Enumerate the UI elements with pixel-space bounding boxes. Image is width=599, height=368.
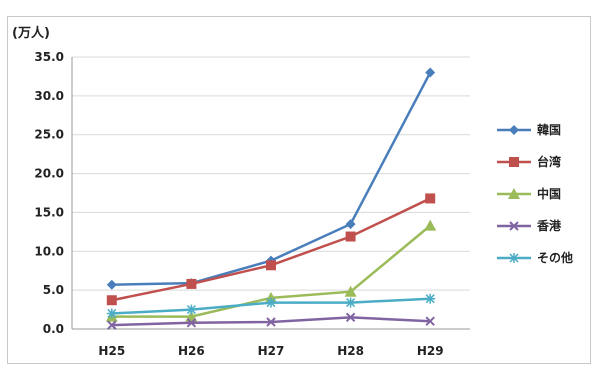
legend-label: その他 xyxy=(537,250,573,265)
grid-lines xyxy=(71,56,470,330)
series-台湾 xyxy=(106,193,436,306)
chart-border xyxy=(7,16,591,364)
legend-label: 中国 xyxy=(537,186,561,201)
data-point xyxy=(509,253,519,263)
data-point xyxy=(425,67,436,78)
data-point xyxy=(186,318,197,328)
data-point xyxy=(266,260,276,271)
y-tick-label: 30.0 xyxy=(34,89,64,103)
data-point xyxy=(509,125,519,135)
y-tick-label: 5.0 xyxy=(43,283,64,297)
data-point xyxy=(425,293,436,304)
x-tick-label: H25 xyxy=(98,344,125,358)
data-point xyxy=(266,317,276,327)
y-tick-label: 25.0 xyxy=(34,128,64,142)
y-tick-label: 35.0 xyxy=(34,50,64,64)
x-tick-label: H28 xyxy=(337,344,364,358)
legend-label: 台湾 xyxy=(537,154,561,169)
data-point xyxy=(266,297,276,308)
data-point xyxy=(345,231,356,242)
y-tick-label: 10.0 xyxy=(34,244,64,258)
y-tick-label: 20.0 xyxy=(34,167,64,181)
legend-item: 韓国 xyxy=(497,122,561,137)
data-point xyxy=(345,297,356,308)
series-group xyxy=(105,67,437,330)
series-香港 xyxy=(107,312,435,330)
legend-item: 台湾 xyxy=(497,154,561,169)
legend-item: 香港 xyxy=(497,218,562,233)
data-point xyxy=(424,219,437,231)
data-point xyxy=(425,316,435,326)
data-point xyxy=(509,221,519,231)
data-point xyxy=(106,295,117,306)
data-point xyxy=(106,279,117,290)
x-axis-ticks: H25 H26 H27 H28 H29 xyxy=(98,344,443,358)
legend-item: その他 xyxy=(497,250,573,265)
data-point xyxy=(509,157,519,167)
y-tick-label: 0.0 xyxy=(43,322,64,336)
y-unit-label: (万人) xyxy=(12,25,50,41)
y-tick-label: 15.0 xyxy=(34,205,64,219)
data-point xyxy=(345,312,356,323)
series-韓国 xyxy=(106,67,436,290)
x-tick-label: H26 xyxy=(178,344,205,358)
data-point xyxy=(344,285,357,297)
legend-label: 韓国 xyxy=(537,122,561,137)
data-point xyxy=(106,308,117,319)
legend-label: 香港 xyxy=(536,218,562,233)
data-point xyxy=(345,219,356,230)
legend-item: 中国 xyxy=(497,186,561,201)
data-point xyxy=(186,278,197,289)
data-point xyxy=(186,304,197,315)
x-tick-label: H29 xyxy=(417,344,444,358)
y-axis-ticks: 0.0 5.0 10.0 15.0 20.0 25.0 30.0 35.0 xyxy=(34,50,64,336)
x-tick-label: H27 xyxy=(258,344,285,358)
data-point xyxy=(425,193,436,204)
data-point xyxy=(107,320,117,330)
series-その他 xyxy=(106,293,436,319)
data-point xyxy=(508,188,520,199)
series-line xyxy=(111,71,432,286)
